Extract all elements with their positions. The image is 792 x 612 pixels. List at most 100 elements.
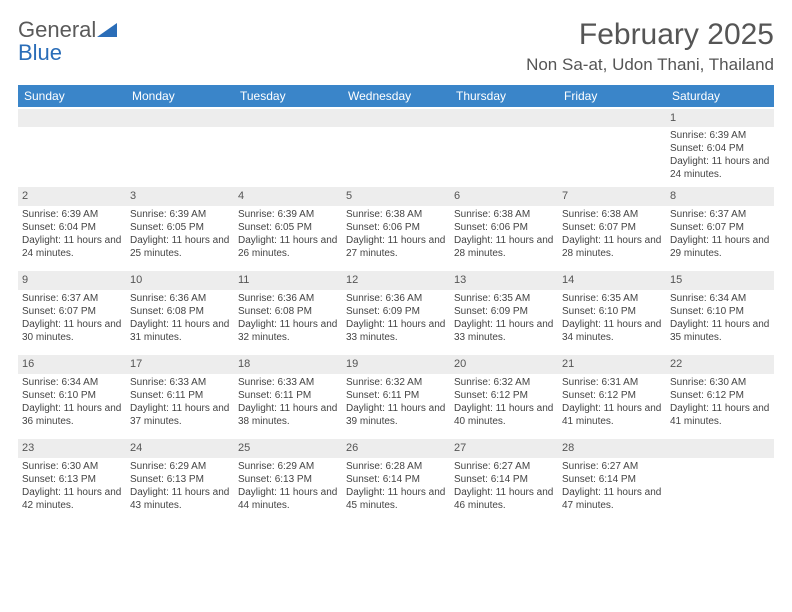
calendar-day-cell — [234, 107, 342, 185]
day-number: 18 — [234, 355, 342, 373]
day-detail-text: Sunrise: 6:32 AMSunset: 6:11 PMDaylight:… — [346, 376, 446, 428]
day-detail-text: Sunrise: 6:35 AMSunset: 6:10 PMDaylight:… — [562, 292, 662, 344]
day-number: 6 — [450, 187, 558, 205]
day-number: 3 — [126, 187, 234, 205]
day-detail-text: Sunrise: 6:34 AMSunset: 6:10 PMDaylight:… — [22, 376, 122, 428]
calendar-day-cell: 11Sunrise: 6:36 AMSunset: 6:08 PMDayligh… — [234, 269, 342, 353]
day-number — [558, 109, 666, 127]
calendar-week-row: 23 Sunrise: 6:30 AMSunset: 6:13 PMDayligh… — [18, 437, 774, 521]
calendar-day-cell — [666, 437, 774, 521]
day-detail-text: Sunrise: 6:38 AMSunset: 6:06 PMDaylight:… — [346, 208, 446, 260]
calendar-day-cell: 4 Sunrise: 6:39 AMSunset: 6:05 PMDaylight… — [234, 185, 342, 269]
day-number: 27 — [450, 439, 558, 457]
calendar-day-cell — [126, 107, 234, 185]
day-detail-text: Sunrise: 6:36 AMSunset: 6:09 PMDaylight:… — [346, 292, 446, 344]
day-detail-text: Sunrise: 6:27 AMSunset: 6:14 PMDaylight:… — [562, 460, 662, 512]
day-number — [450, 109, 558, 127]
page-title: February 2025 — [526, 18, 774, 52]
calendar-table: SundayMondayTuesdayWednesdayThursdayFrid… — [18, 85, 774, 521]
day-number: 7 — [558, 187, 666, 205]
day-detail-text: Sunrise: 6:32 AMSunset: 6:12 PMDaylight:… — [454, 376, 554, 428]
day-number: 25 — [234, 439, 342, 457]
calendar-day-cell: 5 Sunrise: 6:38 AMSunset: 6:06 PMDaylight… — [342, 185, 450, 269]
weekday-header: Friday — [558, 85, 666, 107]
day-number: 21 — [558, 355, 666, 373]
day-number: 19 — [342, 355, 450, 373]
logo-text: General Blue — [18, 18, 117, 64]
calendar-body: 1 Sunrise: 6:39 AMSunset: 6:04 PMDaylight… — [18, 107, 774, 521]
day-detail-text: Sunrise: 6:37 AMSunset: 6:07 PMDaylight:… — [22, 292, 122, 344]
day-number — [666, 439, 774, 457]
day-detail-text: Sunrise: 6:34 AMSunset: 6:10 PMDaylight:… — [670, 292, 770, 344]
calendar-day-cell: 1 Sunrise: 6:39 AMSunset: 6:04 PMDaylight… — [666, 107, 774, 185]
day-number — [234, 109, 342, 127]
day-number: 2 — [18, 187, 126, 205]
day-detail-text: Sunrise: 6:30 AMSunset: 6:13 PMDaylight:… — [22, 460, 122, 512]
calendar-day-cell — [18, 107, 126, 185]
calendar-day-cell: 28 Sunrise: 6:27 AMSunset: 6:14 PMDayligh… — [558, 437, 666, 521]
day-number: 17 — [126, 355, 234, 373]
day-detail-text: Sunrise: 6:39 AMSunset: 6:04 PMDaylight:… — [22, 208, 122, 260]
calendar-week-row: 2 Sunrise: 6:39 AMSunset: 6:04 PMDaylight… — [18, 185, 774, 269]
weekday-header: Wednesday — [342, 85, 450, 107]
day-detail-text: Sunrise: 6:30 AMSunset: 6:12 PMDaylight:… — [670, 376, 770, 428]
day-detail-text: Sunrise: 6:38 AMSunset: 6:07 PMDaylight:… — [562, 208, 662, 260]
calendar-day-cell — [342, 107, 450, 185]
weekday-header: Monday — [126, 85, 234, 107]
day-number: 11 — [234, 271, 342, 289]
day-number — [126, 109, 234, 127]
weekday-header: Thursday — [450, 85, 558, 107]
day-detail-text: Sunrise: 6:29 AMSunset: 6:13 PMDaylight:… — [130, 460, 230, 512]
weekday-header: Tuesday — [234, 85, 342, 107]
header: General Blue February 2025 Non Sa-at, Ud… — [18, 18, 774, 75]
title-block: February 2025 Non Sa-at, Udon Thani, Tha… — [526, 18, 774, 75]
day-detail-text: Sunrise: 6:33 AMSunset: 6:11 PMDaylight:… — [130, 376, 230, 428]
day-detail-text: Sunrise: 6:37 AMSunset: 6:07 PMDaylight:… — [670, 208, 770, 260]
weekday-header: Sunday — [18, 85, 126, 107]
calendar-day-cell: 24 Sunrise: 6:29 AMSunset: 6:13 PMDayligh… — [126, 437, 234, 521]
day-detail-text: Sunrise: 6:35 AMSunset: 6:09 PMDaylight:… — [454, 292, 554, 344]
calendar-day-cell: 25 Sunrise: 6:29 AMSunset: 6:13 PMDayligh… — [234, 437, 342, 521]
day-detail-text: Sunrise: 6:29 AMSunset: 6:13 PMDaylight:… — [238, 460, 338, 512]
day-number: 9 — [18, 271, 126, 289]
calendar-day-cell: 26 Sunrise: 6:28 AMSunset: 6:14 PMDayligh… — [342, 437, 450, 521]
day-number: 1 — [666, 109, 774, 127]
day-number: 22 — [666, 355, 774, 373]
day-number: 12 — [342, 271, 450, 289]
calendar-day-cell: 23 Sunrise: 6:30 AMSunset: 6:13 PMDayligh… — [18, 437, 126, 521]
day-number: 16 — [18, 355, 126, 373]
logo: General Blue — [18, 18, 117, 64]
day-detail-text: Sunrise: 6:39 AMSunset: 6:05 PMDaylight:… — [238, 208, 338, 260]
day-number — [342, 109, 450, 127]
day-number: 28 — [558, 439, 666, 457]
calendar-day-cell: 20 Sunrise: 6:32 AMSunset: 6:12 PMDayligh… — [450, 353, 558, 437]
logo-triangle-icon — [97, 23, 117, 37]
day-detail-text: Sunrise: 6:27 AMSunset: 6:14 PMDaylight:… — [454, 460, 554, 512]
day-detail-text: Sunrise: 6:33 AMSunset: 6:11 PMDaylight:… — [238, 376, 338, 428]
day-number: 15 — [666, 271, 774, 289]
day-number: 4 — [234, 187, 342, 205]
day-number: 23 — [18, 439, 126, 457]
day-detail-text: Sunrise: 6:39 AMSunset: 6:04 PMDaylight:… — [670, 129, 770, 181]
calendar-day-cell: 21Sunrise: 6:31 AMSunset: 6:12 PMDayligh… — [558, 353, 666, 437]
day-detail-text: Sunrise: 6:36 AMSunset: 6:08 PMDaylight:… — [130, 292, 230, 344]
day-number: 24 — [126, 439, 234, 457]
calendar-day-cell: 19 Sunrise: 6:32 AMSunset: 6:11 PMDayligh… — [342, 353, 450, 437]
day-detail-text: Sunrise: 6:39 AMSunset: 6:05 PMDaylight:… — [130, 208, 230, 260]
calendar-day-cell: 7 Sunrise: 6:38 AMSunset: 6:07 PMDaylight… — [558, 185, 666, 269]
day-detail-text: Sunrise: 6:38 AMSunset: 6:06 PMDaylight:… — [454, 208, 554, 260]
calendar-day-cell: 12 Sunrise: 6:36 AMSunset: 6:09 PMDayligh… — [342, 269, 450, 353]
day-number: 26 — [342, 439, 450, 457]
calendar-day-cell: 2 Sunrise: 6:39 AMSunset: 6:04 PMDaylight… — [18, 185, 126, 269]
calendar-day-cell: 18 Sunrise: 6:33 AMSunset: 6:11 PMDayligh… — [234, 353, 342, 437]
day-number: 5 — [342, 187, 450, 205]
day-number: 20 — [450, 355, 558, 373]
calendar-day-cell: 13 Sunrise: 6:35 AMSunset: 6:09 PMDayligh… — [450, 269, 558, 353]
calendar-day-cell: 15 Sunrise: 6:34 AMSunset: 6:10 PMDayligh… — [666, 269, 774, 353]
calendar-day-cell: 16 Sunrise: 6:34 AMSunset: 6:10 PMDayligh… — [18, 353, 126, 437]
weekday-header: Saturday — [666, 85, 774, 107]
day-detail-text: Sunrise: 6:28 AMSunset: 6:14 PMDaylight:… — [346, 460, 446, 512]
day-number: 14 — [558, 271, 666, 289]
day-number: 13 — [450, 271, 558, 289]
calendar-day-cell — [558, 107, 666, 185]
